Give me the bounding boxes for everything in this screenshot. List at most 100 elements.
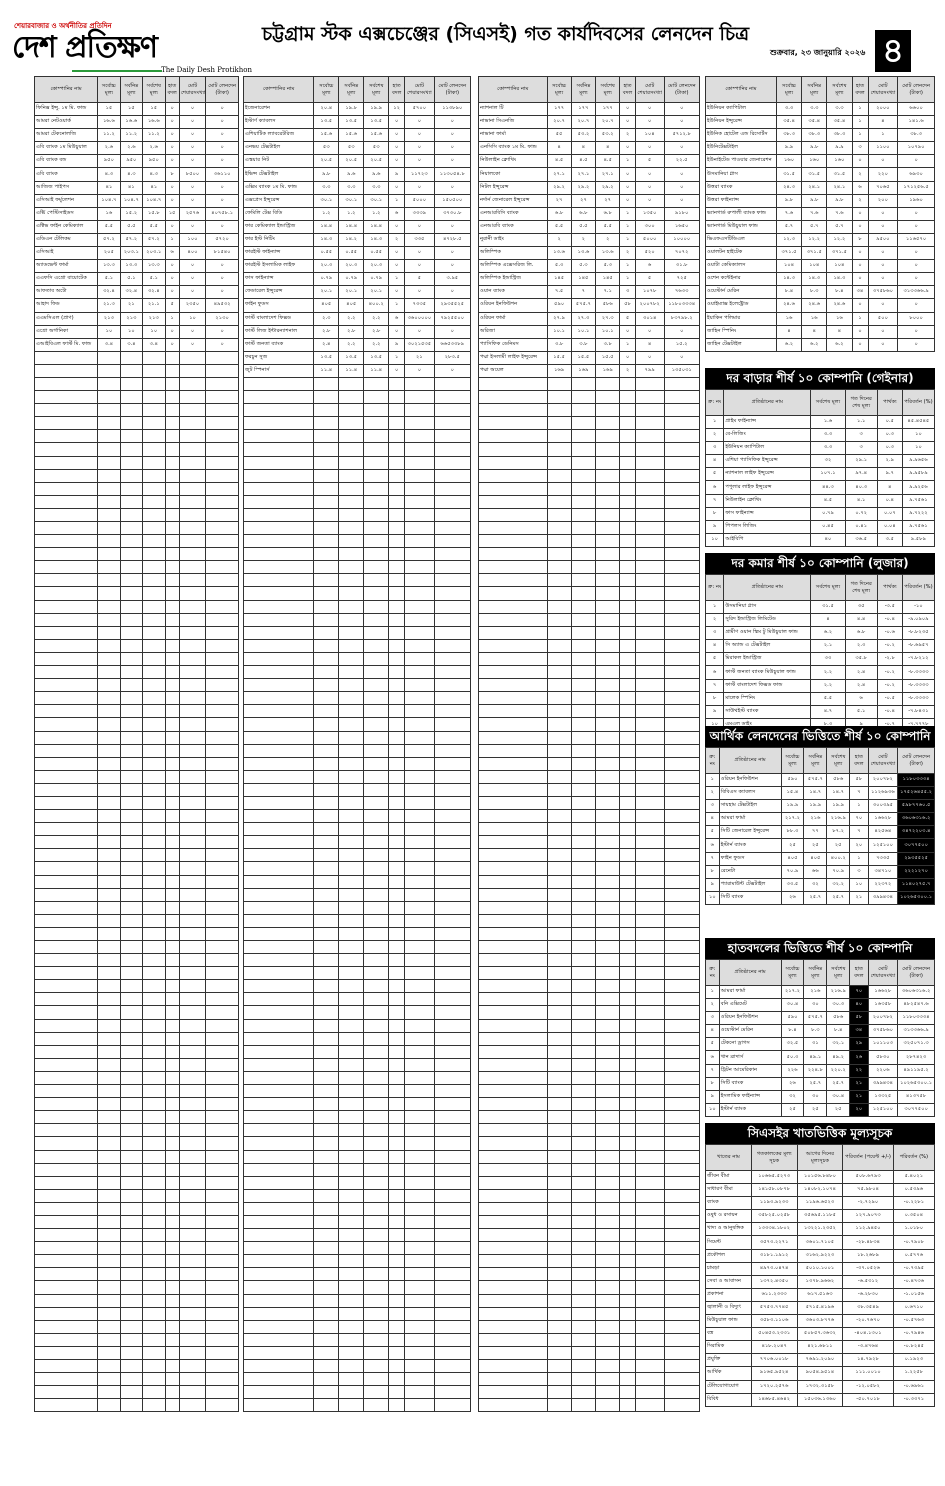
empty-cell	[388, 704, 406, 719]
empty-cell	[634, 1162, 665, 1177]
empty-row	[242, 1201, 472, 1216]
empty-cell	[388, 455, 406, 470]
empty-row	[242, 1057, 472, 1072]
empty-row	[33, 455, 239, 470]
cell-value: ২২০	[867, 167, 899, 182]
empty-cell	[205, 1149, 239, 1164]
cell-value: ৫.১	[844, 704, 878, 719]
empty-cell	[242, 625, 315, 640]
empty-cell	[338, 1070, 365, 1086]
empty-cell	[388, 651, 406, 667]
empty-cell	[142, 1398, 166, 1413]
empty-cell	[33, 1175, 99, 1190]
cell-value: ৩	[844, 441, 878, 456]
empty-cell	[242, 900, 315, 915]
empty-cell	[178, 494, 207, 509]
empty-cell	[33, 1162, 99, 1177]
cell-value: ২১৬	[803, 984, 828, 1000]
empty-cell	[546, 625, 572, 640]
empty-cell	[478, 547, 548, 562]
empty-row	[242, 1175, 472, 1190]
empty-cell	[97, 1241, 121, 1256]
cell-value: ৩	[849, 864, 869, 879]
empty-cell	[634, 1097, 665, 1112]
empty-row	[33, 953, 239, 968]
cell-value: ০	[851, 337, 869, 352]
cell-value: ০	[663, 193, 701, 208]
cell-value: ২.২	[338, 311, 365, 326]
cell-value: ৫৭৫৩.৭৭৪৫	[750, 1300, 798, 1316]
empty-cell	[33, 1385, 99, 1400]
empty-cell	[119, 1398, 144, 1413]
empty-cell	[338, 1241, 365, 1256]
empty-cell	[546, 1136, 572, 1151]
empty-cell	[388, 809, 406, 824]
cell-value: ২	[704, 613, 725, 628]
cell-value: ০	[897, 154, 935, 169]
empty-cell	[119, 403, 144, 418]
empty-cell	[363, 809, 390, 824]
empty-cell	[634, 1241, 665, 1256]
empty-cell	[634, 1214, 665, 1230]
empty-cell	[33, 455, 99, 470]
table-row: ইউনাইটেড পাওয়ার জেনারেশন ১৬০ ১৬০ ১৬০ ০ ০ ০	[705, 154, 935, 169]
cell-value: ১০১৫৬.৮৪৮০	[796, 1169, 844, 1185]
table-row: ১০ ইস্টার্ন ব্যাংক ২৫ ২৫ ২৫ ২০ ১২৫১০০ ৩০৭৭৫০০	[705, 1102, 935, 1117]
empty-cell	[595, 1280, 621, 1295]
empty-row	[242, 376, 472, 392]
cell-value: ০	[897, 337, 935, 352]
cell-value: ২৫	[780, 1102, 805, 1117]
company-name: মিরাকল ইন্ডাস্ট্রিজ	[723, 652, 812, 667]
empty-cell	[97, 494, 121, 509]
empty-cell	[388, 1084, 406, 1099]
empty-row	[478, 704, 701, 719]
cell-value: ০.৩	[876, 428, 903, 443]
empty-cell	[433, 403, 472, 418]
empty-cell	[205, 1306, 239, 1321]
cell-value: ৩৪৭২২০৩.৪	[897, 825, 935, 840]
table-row: ৩ ওরিয়ন ইনফিউশন ৫৯০ ৫৭৫.৭ ৫৮৬ ৫৮ ২০০৭৮২ ১১৮০৩৩…	[705, 1011, 935, 1026]
empty-cell	[433, 1319, 472, 1334]
empty-cell	[142, 874, 166, 889]
company-name: আহাদ ফিড	[33, 298, 99, 313]
empty-cell	[404, 1136, 435, 1151]
empty-cell	[363, 1254, 390, 1269]
table-row: ৪ এশিয়া প্যাসিফিক ইন্সুরেন্স ৩২ ২৯.১ ২.৯ ৯.৯…	[704, 454, 936, 469]
company-name: ভিএফএসটিডিএল	[705, 232, 777, 248]
empty-cell	[546, 743, 572, 758]
empty-row	[478, 390, 701, 405]
empty-cell	[570, 403, 597, 418]
empty-cell	[433, 416, 472, 431]
empty-cell	[205, 429, 239, 444]
cell-value: -৪০৪.১৩০১	[842, 1327, 894, 1342]
cell-value: ১১.৪	[338, 363, 365, 378]
empty-cell	[404, 1214, 435, 1230]
cell-value: ৩৬০৬৩১৬.২	[897, 812, 935, 827]
cell-value: ২	[570, 232, 597, 248]
empty-cell	[205, 887, 239, 902]
empty-cell	[97, 1280, 121, 1295]
table-row: এবি ব্যাংক ৪.৩ ৪.৩ ৪.৩ ৮ ৮৫০০ ৩৬১১০	[33, 167, 239, 182]
company-name: আমরা ফার্মা	[718, 812, 782, 827]
cell-value: ২০.৭	[570, 115, 597, 130]
empty-cell	[178, 782, 207, 797]
empty-cell	[433, 1097, 472, 1112]
cell-value: ০	[178, 101, 207, 117]
empty-cell	[404, 861, 435, 876]
empty-cell	[338, 481, 365, 496]
empty-cell	[404, 913, 435, 928]
cell-value: ২৫	[803, 838, 828, 853]
company-name: ইয়াকিন পলিমার	[705, 311, 777, 326]
empty-cell	[338, 992, 365, 1007]
empty-cell	[178, 507, 207, 523]
cell-value: ৩৫.৪	[826, 115, 853, 130]
cell-value: ৪	[546, 141, 572, 156]
empty-cell	[388, 822, 406, 837]
empty-cell	[478, 665, 548, 680]
empty-cell	[97, 966, 121, 981]
cell-value: ০	[897, 324, 935, 339]
empty-cell	[595, 520, 621, 536]
empty-cell	[634, 625, 665, 640]
cell-value: ৯.৯	[775, 141, 803, 156]
empty-cell	[619, 376, 636, 392]
